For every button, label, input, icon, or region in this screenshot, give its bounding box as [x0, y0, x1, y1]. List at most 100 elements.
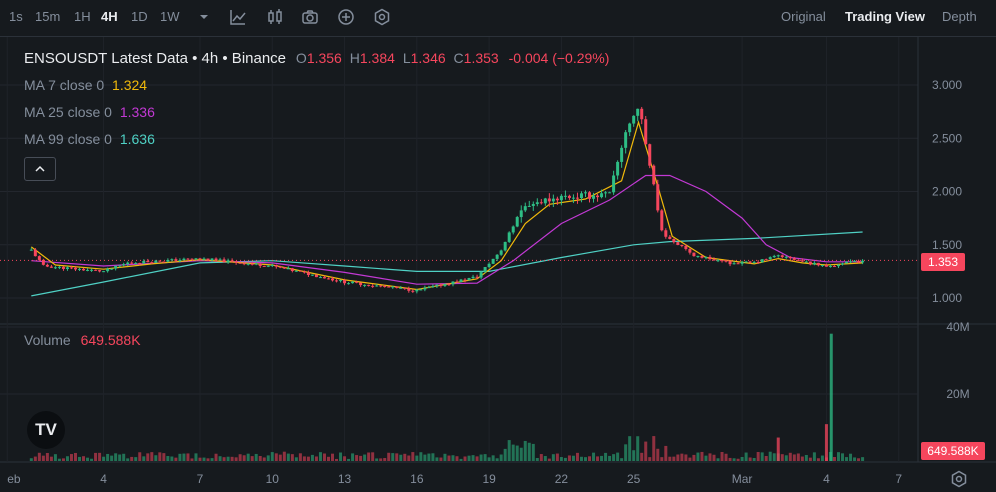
candle-body — [218, 259, 222, 261]
volume-bar — [624, 444, 628, 461]
volume-bar — [242, 455, 246, 461]
candle-body — [483, 267, 487, 273]
ma7-line — [30, 120, 863, 291]
candle-body — [41, 259, 45, 265]
candle-body — [824, 265, 828, 267]
ma99-legend: MA 99 close 0 1.636 — [24, 131, 155, 147]
candle-body — [748, 261, 752, 263]
volume-bar — [122, 453, 126, 461]
interval-1s[interactable]: 1s — [9, 9, 23, 24]
candle-body — [632, 115, 636, 124]
volume-bar — [29, 458, 33, 461]
volume-bar — [700, 451, 704, 461]
candle-body — [411, 290, 415, 292]
candle-body — [214, 258, 218, 261]
price-chart[interactable]: 3.000 2.500 2.000 1.500 1.000 40M 20M eb 4 7 10 13 1… — [0, 37, 996, 492]
volume-bar — [684, 454, 688, 461]
candle-body — [423, 287, 427, 290]
volume-bar — [836, 452, 840, 461]
add-icon[interactable] — [337, 8, 355, 26]
volume-bar — [355, 455, 359, 461]
candle-body — [102, 271, 106, 273]
chart-settings-icon[interactable] — [266, 8, 284, 26]
candle-body — [254, 263, 258, 265]
volume-bar — [222, 457, 226, 461]
volume-bar — [170, 456, 174, 461]
volume-bar — [668, 456, 672, 461]
settings-icon[interactable] — [950, 470, 968, 488]
interval-1h[interactable]: 1H — [74, 9, 91, 24]
volume-bar — [254, 453, 258, 461]
volume-bar — [551, 454, 555, 461]
candle-body — [764, 259, 768, 261]
interval-15m[interactable]: 15m — [35, 9, 61, 24]
volume-bar — [106, 453, 110, 461]
interval-1w[interactable]: 1W — [160, 9, 180, 24]
volume-bar — [375, 458, 379, 461]
camera-icon[interactable] — [301, 8, 319, 26]
volume-bar — [194, 453, 198, 461]
candle-body — [294, 270, 298, 272]
chevron-down-icon[interactable] — [195, 8, 213, 26]
candle-body — [555, 198, 559, 201]
volume-label: Volume — [24, 332, 71, 348]
volume-bar — [796, 453, 800, 461]
candle-body — [571, 197, 575, 199]
candle-body — [351, 281, 355, 284]
volume-bar — [326, 456, 330, 461]
volume-bar — [431, 453, 435, 461]
volume-tick-label: 40M — [946, 320, 969, 334]
volume-bar — [744, 452, 748, 461]
candle-body — [174, 259, 178, 261]
candle-body — [668, 236, 672, 239]
candle-body — [740, 261, 744, 264]
volume-bar — [282, 451, 286, 461]
volume-bar — [290, 454, 294, 461]
interval-4h[interactable]: 4H — [101, 9, 118, 24]
volume-bar — [664, 445, 668, 461]
candle-body — [435, 284, 439, 287]
view-original[interactable]: Original — [781, 9, 826, 24]
candle-body — [519, 210, 523, 218]
collapse-legend-button[interactable] — [24, 157, 56, 181]
candle-body — [186, 258, 190, 260]
volume-bar — [804, 454, 808, 461]
candle-body — [664, 230, 668, 237]
volume-legend: Volume 649.588K — [24, 332, 141, 348]
volume-bar — [640, 452, 644, 461]
candle-body — [792, 258, 796, 260]
ma99-label: MA 99 close 0 — [24, 131, 112, 147]
volume-bar — [178, 453, 182, 461]
volume-bar — [491, 455, 495, 461]
volume-bar — [543, 456, 547, 461]
volume-bar — [861, 457, 865, 461]
view-depth[interactable]: Depth — [942, 9, 977, 24]
volume-bar — [519, 447, 523, 461]
candle-body — [379, 285, 383, 287]
indicators-icon[interactable] — [229, 8, 247, 26]
chart-toolbar: 1s 15m 1H 4H 1D 1W Original Trading View… — [0, 0, 996, 34]
volume-bar — [419, 452, 423, 461]
candle-body — [363, 284, 367, 286]
interval-1d[interactable]: 1D — [131, 9, 148, 24]
volume-bar — [53, 454, 57, 461]
candle-body — [395, 286, 399, 288]
volume-bar — [857, 458, 861, 461]
view-trading-view[interactable]: Trading View — [845, 9, 925, 24]
volume-bar — [69, 454, 73, 461]
candle-body — [98, 270, 102, 272]
volume-bar — [720, 451, 724, 461]
low-label: L — [402, 50, 411, 66]
candle-body — [812, 262, 816, 265]
volume-bar — [230, 456, 234, 461]
candle-body — [495, 254, 499, 259]
close-label: C — [453, 50, 464, 66]
volume-bar — [748, 457, 752, 461]
volume-bar — [704, 455, 708, 461]
volume-bar — [174, 457, 178, 461]
price-tick-label: 1.000 — [932, 291, 962, 305]
candle-body — [238, 262, 242, 264]
gear-icon[interactable] — [373, 8, 391, 26]
candle-body — [796, 259, 800, 261]
candle-body — [608, 192, 612, 194]
